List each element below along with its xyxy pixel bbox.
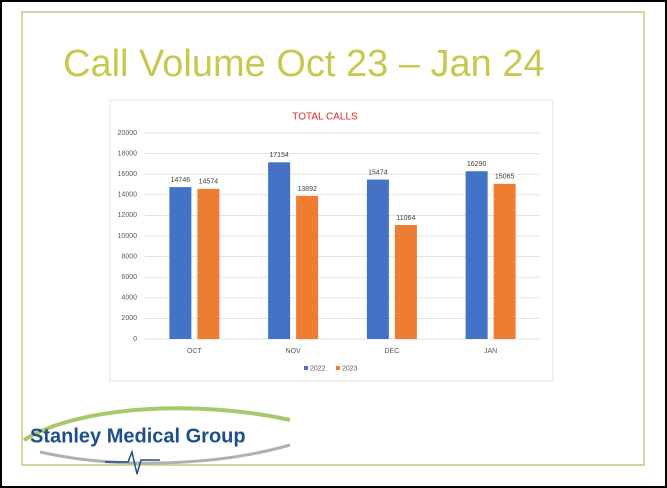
logo-swoosh: [22, 406, 291, 442]
data-label: 15474: [368, 169, 388, 176]
legend-swatch: [304, 366, 308, 370]
x-tick-label: NOV: [286, 348, 302, 355]
data-label: 14574: [199, 179, 219, 186]
y-tick-label: 10000: [118, 233, 138, 240]
legend-label: 2023: [342, 365, 358, 372]
data-label: 16290: [467, 161, 487, 168]
data-label: 17154: [269, 152, 289, 159]
data-label: 13892: [297, 186, 317, 193]
x-tick-label: JAN: [484, 348, 497, 355]
data-label: 11064: [396, 215, 415, 222]
bar: [366, 179, 389, 339]
y-tick-label: 16000: [118, 171, 138, 178]
bar: [493, 183, 516, 339]
slide-title: Call Volume Oct 23 – Jan 24: [63, 43, 545, 85]
y-tick-label: 0: [133, 336, 137, 343]
x-tick-label: OCT: [187, 348, 203, 355]
y-tick-label: 2000: [121, 315, 137, 322]
frame: [21, 11, 645, 466]
chart-title: TOTAL CALLS: [292, 112, 358, 123]
bar: [394, 225, 417, 339]
y-tick-label: 4000: [121, 295, 137, 302]
y-tick-label: 6000: [121, 274, 137, 281]
y-tick-label: 18000: [118, 150, 138, 157]
bar: [465, 171, 488, 339]
y-tick-label: 20000: [118, 130, 138, 137]
legend-label: 2022: [310, 365, 326, 372]
logo-pulse: [105, 449, 160, 475]
bar: [169, 187, 192, 339]
bar: [268, 162, 291, 339]
x-tick-label: DEC: [384, 348, 399, 355]
y-tick-label: 12000: [118, 212, 138, 219]
y-tick-label: 14000: [118, 192, 138, 199]
bar: [197, 188, 220, 339]
logo-swoosh: [39, 443, 291, 465]
data-label: 15065: [495, 174, 515, 181]
legend-swatch: [336, 366, 340, 370]
bar: [296, 195, 319, 339]
y-tick-label: 8000: [121, 253, 137, 260]
data-label: 14746: [171, 177, 191, 184]
logo-text: Stanley Medical Group: [30, 425, 246, 447]
